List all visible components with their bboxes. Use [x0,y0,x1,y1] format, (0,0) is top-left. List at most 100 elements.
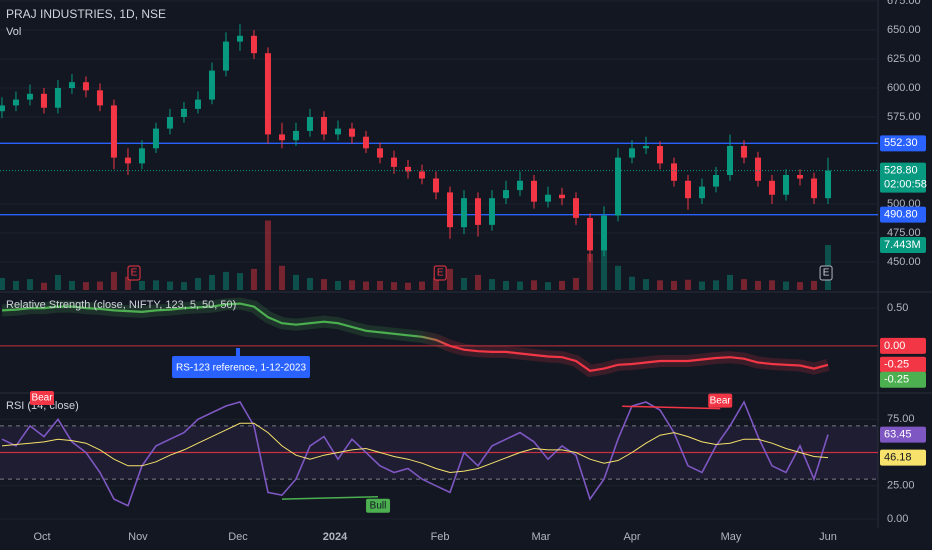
y-tick-label: 450.00 [887,256,921,268]
volume-bar [26,279,33,290]
volume-bar [0,277,5,290]
volume-bar [54,274,61,290]
volume-bar [68,280,75,290]
candle-body [96,90,103,106]
last-volume-label-bg [880,237,926,254]
last-label: -0.25 [884,374,909,386]
level-label: 490.80 [884,209,918,221]
x-tick-label: 2024 [323,531,348,543]
volume-bar [502,280,509,290]
volume-bar [741,279,748,290]
last-label-bg [880,371,926,388]
x-tick-label: Mar [532,531,551,543]
candle-body [629,148,636,158]
reference-label-bg [880,337,926,354]
signal-label: Bull [370,500,387,511]
volume-bar [292,274,299,290]
volume-bar [250,268,257,290]
volume-bar [96,281,103,290]
volume-bar [685,279,692,290]
y-tick-label: 475.00 [887,227,921,239]
rsi-last-label: 63.45 [884,429,912,441]
volume-bar [474,274,481,290]
candle-body [306,116,313,131]
volume-bar [166,281,173,290]
last-price-label-sub: 02:00:58 [884,178,927,190]
volume-bar [390,282,397,290]
y-tick-label: 0.00 [887,513,908,525]
volume-bar [376,280,383,290]
candle-body [110,105,117,158]
y-tick-label: 75.00 [887,413,915,425]
rsi-line [1,400,829,507]
volume-bar [615,265,622,290]
candle-body [502,190,509,199]
candle-body [587,217,594,251]
candle-body [68,82,75,88]
earnings-label: E [437,268,444,279]
earnings-label: E [131,268,138,279]
candle-body [376,148,383,158]
earnings-marker [127,265,141,281]
candle-body [769,180,776,195]
candle-body [278,134,285,141]
candle-body [40,93,47,108]
candle-body [138,148,145,164]
candle-body [166,116,173,129]
chart-title: PRAJ INDUSTRIES, 1D, NSE [6,7,166,21]
rsi-ma-last-label: 46.18 [884,452,912,464]
candle-body [558,194,565,199]
last-volume-label: 7.443M [884,239,921,251]
candle-body [755,157,762,181]
candle-body [615,157,622,216]
candle-body [474,198,481,225]
candle-body [404,166,411,172]
last-label-bg [880,356,926,373]
y-tick-label: 625.00 [887,53,921,65]
candle-body [26,93,33,100]
candle-body [292,130,299,141]
rsi-ma-line [1,422,829,474]
y-tick-label: 0.50 [887,302,908,314]
candle-body [727,145,734,175]
candle-body [334,128,341,135]
candle-body [460,198,467,228]
rs-line [1,302,829,372]
volume-bar [643,279,650,290]
earnings-marker [819,265,833,281]
volume-bar [446,268,453,290]
candle-body [797,174,804,179]
volume-bar [362,281,369,290]
volume-bar [544,282,551,290]
rsi-ma-last-label-bg [880,449,926,466]
candle-body [222,41,229,71]
level-label-bg [880,135,926,152]
volume-bar [657,280,664,290]
candle-body [488,198,495,225]
volume-bar [572,277,579,290]
candle-body [446,192,453,228]
volume-bar [783,281,790,290]
volume-bar [713,280,720,290]
volume-bar [671,280,678,290]
volume-bar [797,282,804,290]
candle-body [124,157,131,164]
volume-bar [348,280,355,290]
candle-body [418,171,425,179]
y-tick-label: 25.00 [887,480,915,492]
y-tick-label: 575.00 [887,111,921,123]
volume-bar [558,280,565,290]
volume-bar [460,277,467,290]
candle-body [194,99,201,109]
signal-bg [708,393,733,408]
signal-label: Bear [710,395,732,406]
tooltip-label: RS-123 reference, 1-12-2023 [176,363,307,374]
volume-bar [12,280,19,290]
y-tick-label: 600.00 [887,82,921,94]
y-tick-label: 675.00 [887,0,921,7]
volume-bar [488,279,495,290]
volume-bar [264,220,271,290]
x-tick-label: Apr [623,531,640,543]
volume-bar [110,271,117,290]
